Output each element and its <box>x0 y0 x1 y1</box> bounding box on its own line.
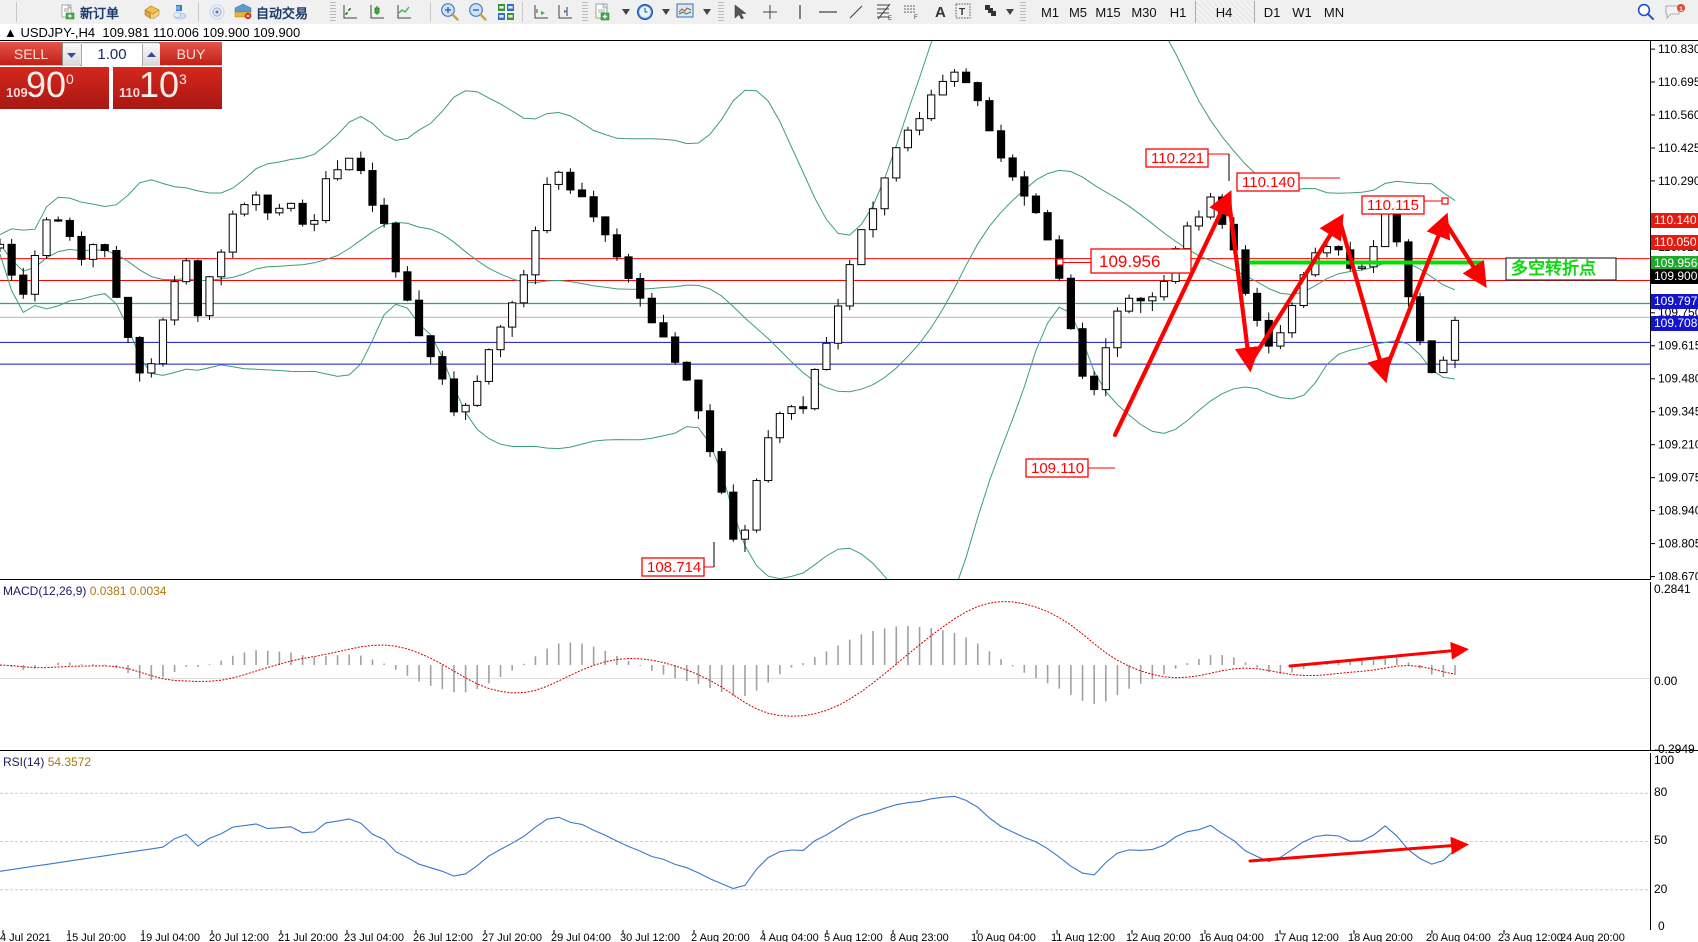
svg-text:110.695: 110.695 <box>1658 75 1698 89</box>
svg-text:多空转折点: 多空转折点 <box>1511 258 1596 278</box>
svg-text:108.940: 108.940 <box>1658 504 1698 518</box>
svg-text:109.110: 109.110 <box>1031 460 1084 477</box>
svg-text:109.210: 109.210 <box>1658 438 1698 452</box>
svg-text:108.805: 108.805 <box>1658 537 1698 551</box>
svg-text:F: F <box>914 15 918 20</box>
svg-text:1: 1 <box>1679 6 1683 13</box>
svg-text:109.345: 109.345 <box>1658 405 1698 419</box>
svg-text:109.956: 109.956 <box>1099 252 1160 271</box>
svg-text:110.830: 110.830 <box>1658 42 1698 56</box>
svg-text:E: E <box>888 16 892 21</box>
svg-text:110.425: 110.425 <box>1658 141 1698 155</box>
svg-text:109.615: 109.615 <box>1658 339 1698 353</box>
svg-text:110.115: 110.115 <box>1367 197 1419 214</box>
svg-text:110.290: 110.290 <box>1658 174 1698 188</box>
svg-text:108.714: 108.714 <box>647 559 701 576</box>
svg-text:110.140: 110.140 <box>1242 174 1295 191</box>
svg-text:109.480: 109.480 <box>1658 372 1698 386</box>
svg-text:T: T <box>959 7 965 18</box>
svg-text:110.560: 110.560 <box>1658 108 1698 122</box>
svg-text:109.075: 109.075 <box>1658 471 1698 485</box>
svg-text:110.221: 110.221 <box>1151 150 1204 167</box>
svg-text:108.670: 108.670 <box>1658 569 1698 580</box>
